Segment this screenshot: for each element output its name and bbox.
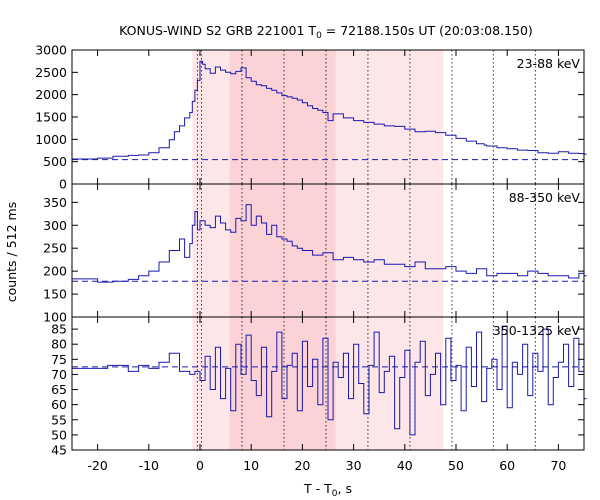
x-tick-label: 60 (499, 458, 515, 473)
x-tick-label: 40 (397, 458, 413, 473)
y-tick-label: 350 (43, 195, 67, 210)
x-tick-label: 20 (294, 458, 310, 473)
y-tick-label: 45 (51, 443, 67, 458)
x-tick-label: -20 (87, 458, 107, 473)
y-tick-label: 200 (43, 264, 67, 279)
y-tick-label: 2000 (35, 87, 67, 102)
x-tick-label: 10 (243, 458, 259, 473)
y-tick-label: 65 (51, 382, 67, 397)
x-tick-label: -10 (139, 458, 159, 473)
panel-1: 0 500 1000 1500 2000 2500 3000 23-88 keV (35, 43, 587, 192)
y-tick-label: 60 (51, 397, 67, 412)
light-curve (72, 60, 587, 160)
y-tick-label: 1500 (35, 110, 67, 125)
y-tick-label: 75 (51, 352, 67, 367)
x-tick-label: 0 (196, 458, 204, 473)
panel-label: 350-1325 keV (493, 323, 581, 338)
x-axis-label: T - T0, s (303, 481, 352, 499)
y-tick-label: 100 (43, 310, 67, 325)
x-tick-label: 50 (448, 458, 464, 473)
y-tick-label: 250 (43, 241, 67, 256)
y-tick-label: 50 (51, 427, 67, 442)
y-tick-label: 3000 (35, 43, 67, 58)
x-tick-label: 30 (346, 458, 362, 473)
shaded-interval-2 (229, 50, 336, 184)
light-curve (72, 325, 587, 436)
y-tick-label: 55 (51, 412, 67, 427)
y-tick-label: 1000 (35, 132, 67, 147)
panel-label: 23-88 keV (517, 56, 581, 71)
y-axis-label: counts / 512 ms (4, 202, 19, 302)
y-tick-label: 300 (43, 218, 67, 233)
shaded-interval-2 (229, 184, 336, 317)
panel-label: 88-350 keV (509, 190, 581, 205)
light-curve (72, 204, 587, 283)
panel-frame (71, 316, 585, 451)
chart-title: KONUS-WIND S2 GRB 221001 T0 = 72188.150s… (119, 23, 533, 41)
y-tick-label: 150 (43, 287, 67, 302)
y-tick-label: 85 (51, 322, 67, 337)
x-tick-label: 70 (550, 458, 566, 473)
y-tick-label: 0 (59, 177, 67, 192)
y-tick-label: 70 (51, 367, 67, 382)
shaded-interval-2 (229, 317, 336, 450)
y-tick-label: 500 (43, 154, 67, 169)
y-tick-label: 2500 (35, 65, 67, 80)
panel-2: 100 150 200 250 300 350 88-350 keV (43, 183, 587, 325)
y-tick-label: 80 (51, 337, 67, 352)
